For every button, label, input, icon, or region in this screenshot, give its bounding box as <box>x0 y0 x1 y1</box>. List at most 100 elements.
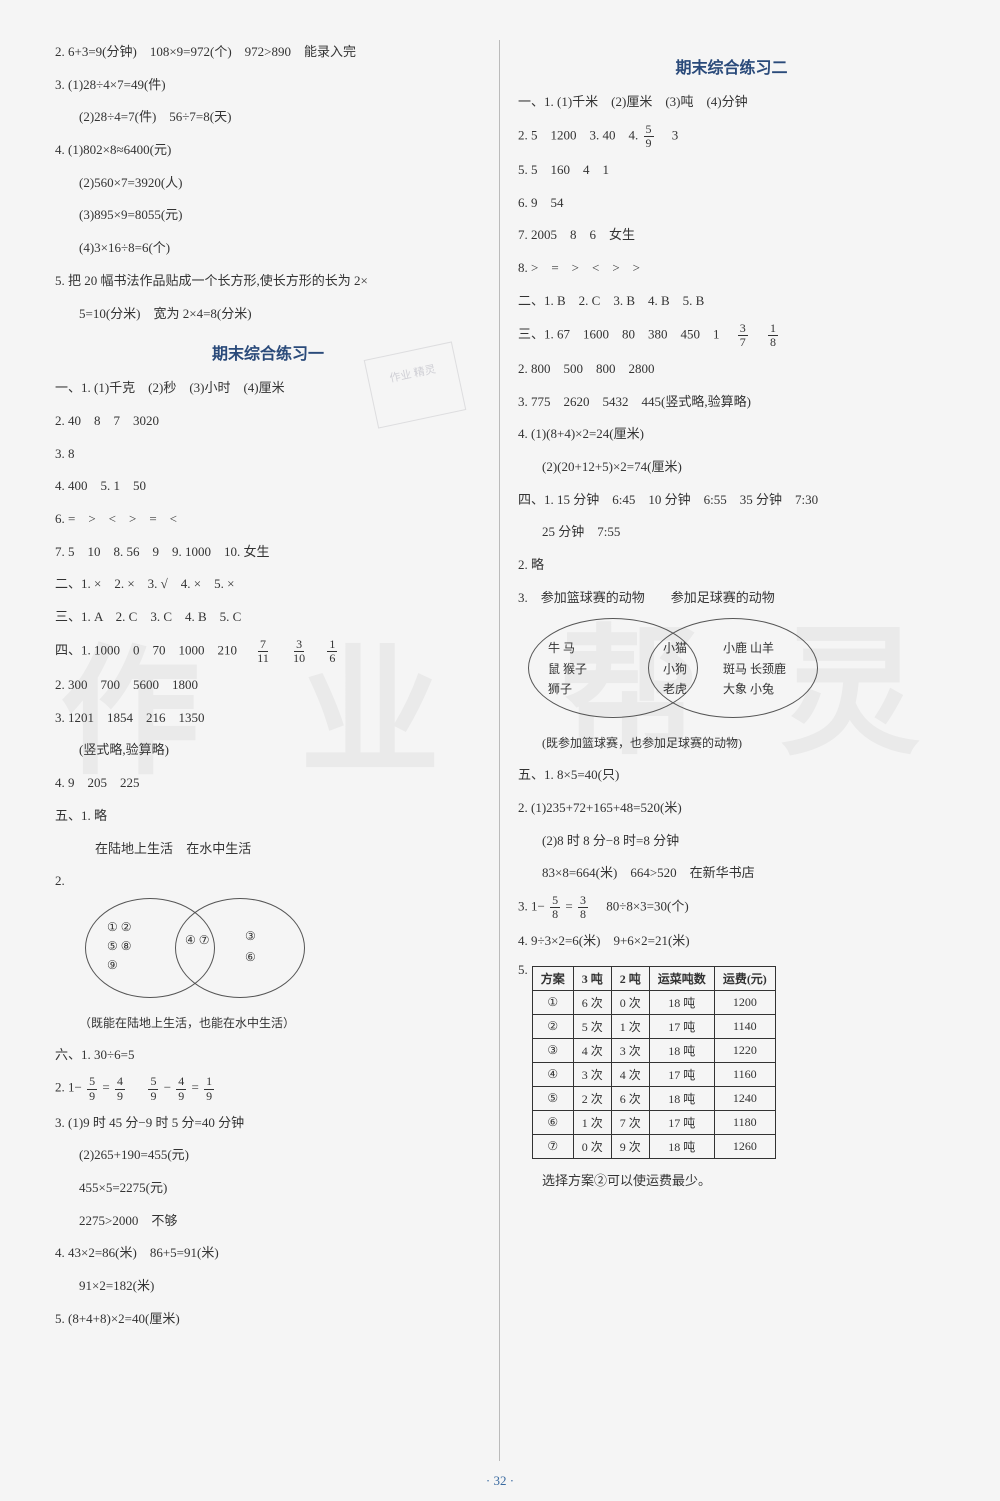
table-row: ①6 次0 次18 吨1200 <box>532 990 775 1014</box>
fraction: 59 <box>87 1075 97 1102</box>
table-row: ③4 次3 次18 吨1220 <box>532 1038 775 1062</box>
text-line: 455×5=2275(元) <box>55 1176 481 1201</box>
text-line: 8. > = > < > > <box>518 256 945 281</box>
text: 3. 1− <box>518 899 545 914</box>
text-line: 四、1. 15 分钟 6:45 10 分钟 6:55 35 分钟 7:30 <box>518 488 945 513</box>
text-line: 2. <box>55 869 481 894</box>
table-cell: 1140 <box>714 1014 775 1038</box>
text-line: 7. 5 10 8. 56 9 9. 1000 10. 女生 <box>55 540 481 565</box>
numerator: 4 <box>176 1075 186 1089</box>
text-line: (3)895×9=8055(元) <box>55 203 481 228</box>
text: 3 <box>659 127 679 142</box>
denominator: 10 <box>291 652 307 665</box>
text-line: 4. 9 205 225 <box>55 771 481 796</box>
venn-mid-items: ④ ⑦ <box>185 933 210 948</box>
table-cell: 1160 <box>714 1062 775 1086</box>
table-row: ⑤2 次6 次18 吨1240 <box>532 1086 775 1110</box>
text-line: (2)560×7=3920(人) <box>55 171 481 196</box>
table-label: 5. <box>518 962 528 978</box>
table-cell: 4 次 <box>573 1038 611 1062</box>
table-cell: 3 次 <box>573 1062 611 1086</box>
table-cell: ① <box>532 990 573 1014</box>
table-row: ⑦0 次9 次18 吨1260 <box>532 1134 775 1158</box>
text-line: 3. 8 <box>55 442 481 467</box>
text-line: 3. 1201 1854 216 1350 <box>55 706 481 731</box>
text-line: 五、1. 8×5=40(只) <box>518 763 945 788</box>
table-block: 5. 方案3 吨2 吨运菜吨数运费(元) ①6 次0 次18 吨1200②5 次… <box>518 962 945 1159</box>
text-line: 2. 1− 59 = 49 59 − 49 = 19 <box>55 1075 481 1102</box>
table-cell: 17 吨 <box>649 1110 714 1134</box>
fraction: 18 <box>768 322 778 349</box>
text-line: 2. 6+3=9(分钟) 108×9=972(个) 972>890 能录入完 <box>55 40 481 65</box>
table-cell: 0 次 <box>611 990 649 1014</box>
table-cell: ⑦ <box>532 1134 573 1158</box>
fraction: 49 <box>115 1075 125 1102</box>
text-line: 2. 800 500 800 2800 <box>518 357 945 382</box>
fraction: 16 <box>327 638 337 665</box>
table-row: ④3 次4 次17 吨1160 <box>532 1062 775 1086</box>
table-cell: 17 吨 <box>649 1062 714 1086</box>
table-cell: 9 次 <box>611 1134 649 1158</box>
fraction: 310 <box>291 638 307 665</box>
text-line: 25 分钟 7:55 <box>518 520 945 545</box>
text-line: 5. (8+4+8)×2=40(厘米) <box>55 1307 481 1332</box>
table-header: 方案 <box>532 966 573 990</box>
text: 四、1. 1000 0 70 1000 210 <box>55 642 250 657</box>
numerator: 3 <box>738 322 748 336</box>
text: = <box>565 899 572 914</box>
numerator: 7 <box>258 638 268 652</box>
text-line: 4. 400 5. 1 50 <box>55 474 481 499</box>
text-line: 五、1. 略 <box>55 804 481 829</box>
table-header: 运费(元) <box>714 966 775 990</box>
table-cell: 0 次 <box>573 1134 611 1158</box>
fraction: 711 <box>255 638 271 665</box>
text-line: 3. 1− 58 = 38 80÷8×3=30(个) <box>518 894 945 921</box>
table-cell: 18 吨 <box>649 990 714 1014</box>
text-line: 2. 5 1200 3. 40 4. 59 3 <box>518 123 945 150</box>
denominator: 9 <box>176 1090 186 1103</box>
table-cell: 18 吨 <box>649 1134 714 1158</box>
venn-left-items: 牛 马 鼠 猴子 狮子 <box>548 638 587 699</box>
text-line: 三、1. 67 1600 80 380 450 1 37 18 <box>518 322 945 349</box>
denominator: 9 <box>87 1090 97 1103</box>
fraction: 37 <box>738 322 748 349</box>
numerator: 3 <box>294 638 304 652</box>
table-cell: 18 吨 <box>649 1038 714 1062</box>
text: = <box>102 1080 109 1095</box>
text: 80÷8×3=30(个) <box>593 899 688 914</box>
table-cell: 1260 <box>714 1134 775 1158</box>
text: 2. 5 1200 3. 40 4. <box>518 127 642 142</box>
denominator: 9 <box>115 1090 125 1103</box>
numerator: 5 <box>87 1075 97 1089</box>
table-cell: 4 次 <box>611 1062 649 1086</box>
numerator: 3 <box>578 894 588 908</box>
venn-diagram: 牛 马 鼠 猴子 狮子 小猫 小狗 老虎 小鹿 山羊 斑马 长颈鹿 大象 小兔 <box>528 618 828 728</box>
denominator: 8 <box>768 336 778 349</box>
denominator: 8 <box>578 908 588 921</box>
venn-note: （既能在陆地上生活，也能在水中生活） <box>55 1012 481 1035</box>
text-line: 83×8=664(米) 664>520 在新华书店 <box>518 861 945 886</box>
text-line: 4. 9÷3×2=6(米) 9+6×2=21(米) <box>518 929 945 954</box>
table-cell: ③ <box>532 1038 573 1062</box>
table-cell: 6 次 <box>573 990 611 1014</box>
table-header: 3 吨 <box>573 966 611 990</box>
text-line: 3. (1)28÷4×7=49(件) <box>55 73 481 98</box>
text-line: 4. (1)802×8≈6400(元) <box>55 138 481 163</box>
text-line: 4. 43×2=86(米) 86+5=91(米) <box>55 1241 481 1266</box>
page-number: · 32 · <box>0 1473 1000 1489</box>
text-line: 二、1. × 2. × 3. √ 4. × 5. × <box>55 572 481 597</box>
fraction: 38 <box>578 894 588 921</box>
table-cell: 7 次 <box>611 1110 649 1134</box>
fraction: 59 <box>148 1075 158 1102</box>
cost-table: 方案3 吨2 吨运菜吨数运费(元) ①6 次0 次18 吨1200②5 次1 次… <box>532 966 776 1159</box>
table-cell: 2 次 <box>573 1086 611 1110</box>
table-cell: 5 次 <box>573 1014 611 1038</box>
denominator: 7 <box>738 336 748 349</box>
text-line: 91×2=182(米) <box>55 1274 481 1299</box>
table-cell: 3 次 <box>611 1038 649 1062</box>
text-line: 2. 300 700 5600 1800 <box>55 673 481 698</box>
text-line: 一、1. (1)千米 (2)厘米 (3)吨 (4)分钟 <box>518 90 945 115</box>
venn-left-items: ① ② ⑤ ⑧ ⑨ <box>107 918 132 976</box>
table-row: ⑥1 次7 次17 吨1180 <box>532 1110 775 1134</box>
table-cell: 18 吨 <box>649 1086 714 1110</box>
